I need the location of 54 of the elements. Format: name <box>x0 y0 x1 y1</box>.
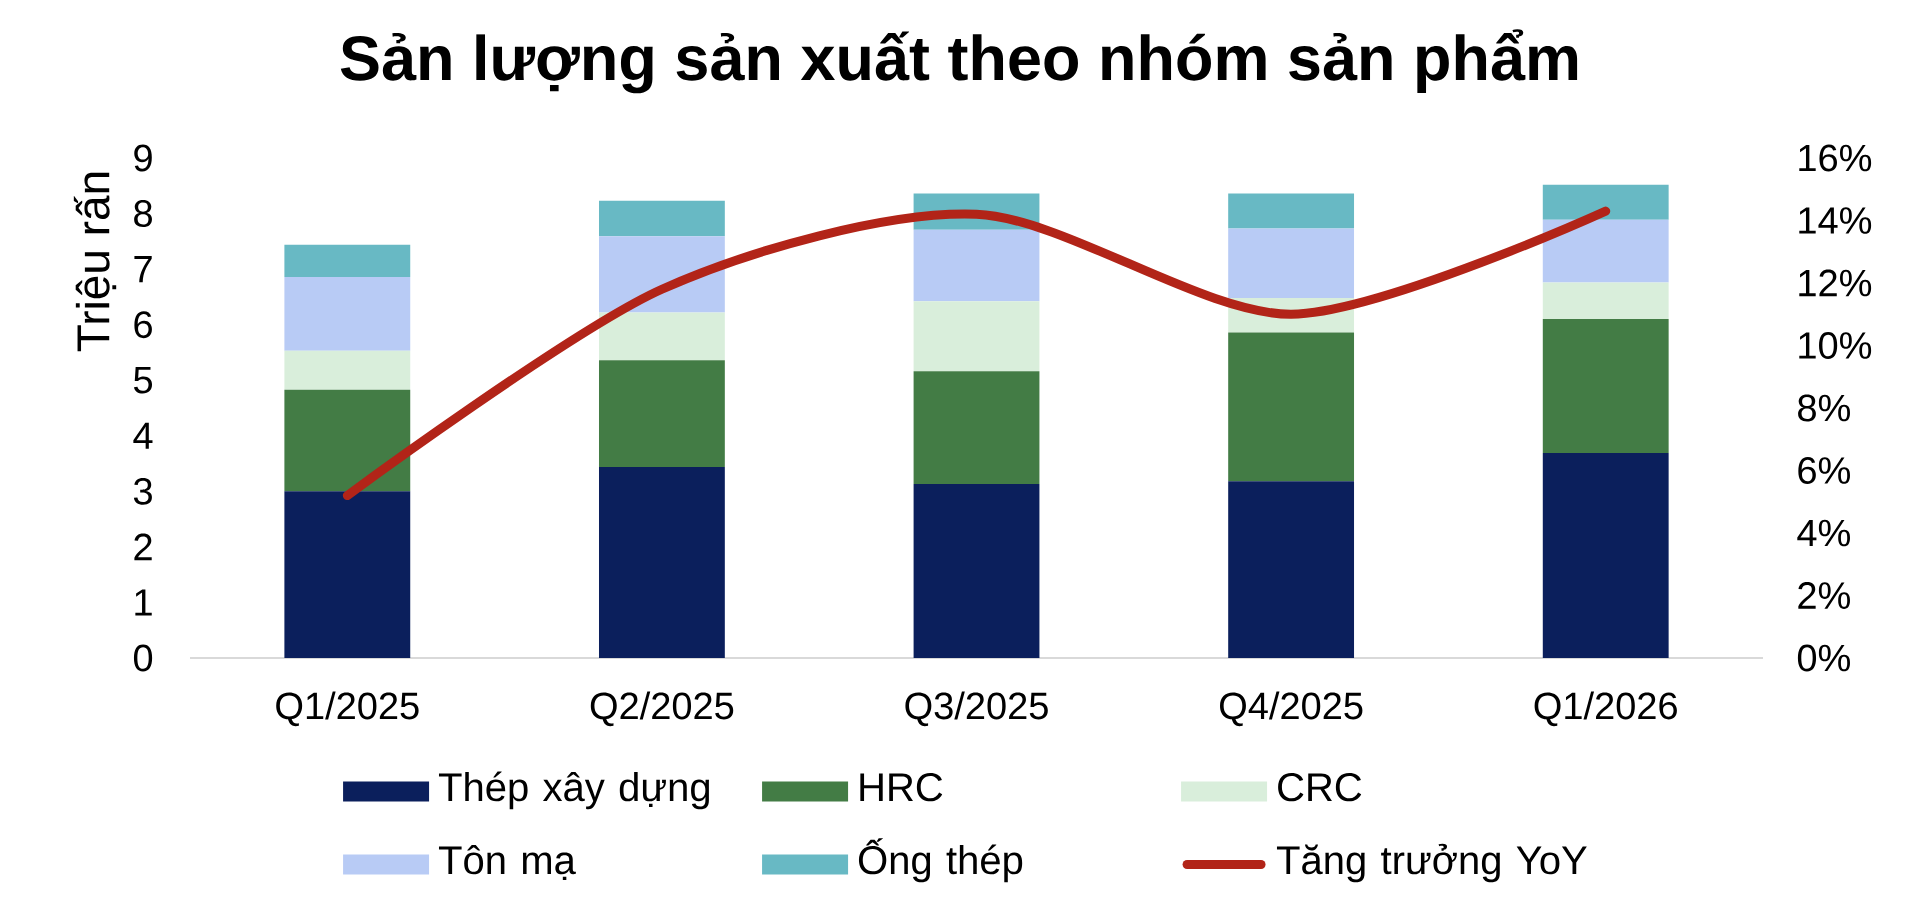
y2-tick-label: 0% <box>1797 644 1850 672</box>
bar <box>284 276 411 351</box>
y2-tick-label: 2% <box>1798 582 1850 609</box>
bar <box>284 491 411 658</box>
x-tick-label: Q2/2025 <box>590 691 734 727</box>
y-tick-label: 3 <box>133 477 152 505</box>
y2-tick-label: 4% <box>1797 519 1850 547</box>
y2-tick-label: 16% <box>1799 144 1872 172</box>
legend-label: Thép xây dựng <box>438 771 710 810</box>
x-tick-label: Q4/2025 <box>1220 691 1363 727</box>
x-tick-label: Q1/2026 <box>1534 691 1677 727</box>
y-tick-label: 7 <box>134 256 152 283</box>
bar <box>598 312 725 361</box>
legend-label: Tăng trưởng YoY <box>1276 843 1587 883</box>
x-tick-label: Q3/2025 <box>905 691 1048 727</box>
chart-title: Sản lượng sản xuất theo nhóm sản phẩm <box>340 29 1578 94</box>
y-tick-label: 6 <box>134 311 152 339</box>
y2-tick-label: 8% <box>1798 394 1850 422</box>
bar <box>598 466 725 658</box>
bar <box>284 389 411 492</box>
bar <box>1542 219 1669 283</box>
legend-label: Tôn mạ <box>438 844 576 881</box>
y-tick-label: 2 <box>134 533 152 561</box>
legend-label: Ống thép <box>858 838 1023 883</box>
legend-label: HRC <box>860 773 943 802</box>
bar <box>1542 453 1669 658</box>
bar <box>1228 481 1355 658</box>
bar <box>1228 193 1355 229</box>
y2-tick-label: 12% <box>1799 269 1872 297</box>
bar <box>913 301 1040 372</box>
bar <box>913 371 1040 485</box>
y-axis-title: Triệu rấn <box>73 172 117 352</box>
legend-label: CRC <box>1278 773 1362 802</box>
y2-tick-label: 10% <box>1799 332 1872 359</box>
y-tick-label: 4 <box>133 422 153 449</box>
y2-tick-label: 14% <box>1799 207 1872 234</box>
bar <box>284 244 411 277</box>
y-tick-label: 9 <box>134 144 152 172</box>
bar <box>1542 184 1669 220</box>
y-tick-label: 1 <box>135 589 152 616</box>
bar <box>598 200 725 237</box>
bar <box>598 360 725 467</box>
bar <box>1228 228 1355 299</box>
y2-tick-label: 6% <box>1798 457 1850 484</box>
bar <box>913 229 1040 302</box>
y-tick-label: 8 <box>134 200 152 228</box>
bar <box>1228 332 1355 482</box>
y-tick-label: 0 <box>133 644 153 672</box>
bar <box>1542 319 1669 453</box>
bar <box>913 484 1040 658</box>
y-tick-label: 5 <box>133 366 153 394</box>
bar <box>284 350 411 390</box>
x-tick-label: Q1/2025 <box>276 691 419 727</box>
bar <box>1542 282 1669 320</box>
